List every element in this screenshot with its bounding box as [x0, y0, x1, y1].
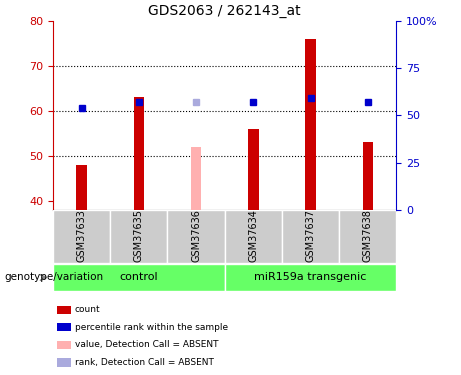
- Text: value, Detection Call = ABSENT: value, Detection Call = ABSENT: [75, 340, 218, 350]
- Bar: [110, 210, 167, 262]
- Text: percentile rank within the sample: percentile rank within the sample: [75, 322, 228, 332]
- Text: GSM37638: GSM37638: [363, 209, 373, 262]
- Bar: [134, 97, 144, 210]
- Bar: [282, 210, 339, 262]
- Text: GSM37637: GSM37637: [306, 209, 316, 262]
- Bar: [57, 358, 71, 367]
- Text: GSM37634: GSM37634: [248, 209, 258, 262]
- Bar: [339, 210, 396, 262]
- Bar: [57, 306, 71, 314]
- Bar: [363, 142, 373, 210]
- Bar: [225, 264, 396, 291]
- Bar: [306, 39, 316, 210]
- Text: count: count: [75, 306, 100, 315]
- Bar: [57, 340, 71, 349]
- Bar: [53, 210, 110, 262]
- Text: genotype/variation: genotype/variation: [5, 273, 104, 282]
- Text: miR159a transgenic: miR159a transgenic: [254, 273, 367, 282]
- Text: control: control: [119, 273, 158, 282]
- Bar: [225, 210, 282, 262]
- Bar: [167, 210, 225, 262]
- Text: GSM37636: GSM37636: [191, 209, 201, 262]
- Bar: [53, 264, 225, 291]
- Bar: [77, 165, 87, 210]
- Bar: [248, 129, 259, 210]
- Title: GDS2063 / 262143_at: GDS2063 / 262143_at: [148, 4, 301, 18]
- Text: GSM37635: GSM37635: [134, 209, 144, 262]
- Text: GSM37633: GSM37633: [77, 209, 87, 262]
- Bar: [191, 147, 201, 210]
- Text: rank, Detection Call = ABSENT: rank, Detection Call = ABSENT: [75, 358, 213, 367]
- Bar: [57, 323, 71, 332]
